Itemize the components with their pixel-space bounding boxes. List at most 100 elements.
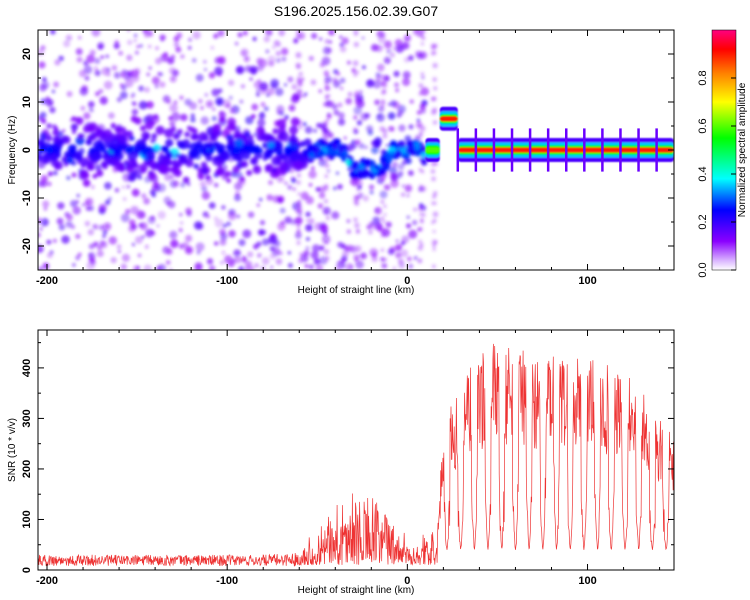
- heatmap-noise-blob: [242, 30, 248, 36]
- heatmap-noise-blob: [98, 88, 104, 94]
- heatmap-noise-blob: [431, 239, 438, 246]
- heatmap-band-blob: [54, 136, 60, 141]
- heatmap-noise-blob: [257, 118, 266, 127]
- heatmap-band-blob: [280, 169, 287, 176]
- heatmap-noise-blob: [372, 216, 381, 225]
- heatmap-band-blob: [219, 151, 230, 162]
- heatmap-track-blob: [379, 169, 385, 175]
- heatmap-noise-blob: [40, 98, 47, 105]
- heatmap-noise-blob: [178, 243, 185, 250]
- heatmap-band-blob: [52, 129, 59, 136]
- heatmap-band-blob: [70, 123, 79, 131]
- heatmap-band-blob: [227, 140, 232, 145]
- heatmap-noise-blob: [83, 112, 91, 120]
- heatmap-noise-blob: [192, 30, 201, 40]
- heatmap-noise-blob: [383, 212, 387, 217]
- heatmap-noise-blob: [87, 229, 95, 236]
- heatmap-noise-blob: [343, 136, 347, 140]
- heatmap-noise-blob: [106, 72, 111, 77]
- heatmap-noise-blob: [321, 56, 331, 66]
- heatmap-noise-blob: [92, 223, 99, 230]
- heatmap-noise-blob: [388, 166, 398, 175]
- heatmap-noise-blob: [108, 112, 115, 120]
- heatmap-noise-blob: [91, 30, 101, 37]
- heatmap-noise-blob: [408, 229, 418, 239]
- heatmap-noise-blob: [42, 77, 47, 82]
- heatmap-noise-blob: [310, 166, 315, 171]
- heatmap-noise-blob: [305, 211, 311, 217]
- heatmap-noise-blob: [325, 215, 331, 221]
- heatmap-noise-blob: [256, 203, 261, 207]
- heatmap-noise-blob: [419, 242, 424, 247]
- heatmap-noise-blob: [126, 39, 133, 46]
- heatmap-noise-blob: [195, 242, 205, 252]
- heatmap-noise-blob: [371, 146, 379, 155]
- heatmap-noise-blob: [377, 226, 384, 233]
- heatmap-noise-blob: [273, 40, 280, 47]
- heatmap-noise-blob: [339, 42, 344, 47]
- heatmap-segment: [439, 116, 458, 122]
- heatmap-noise-blob: [137, 253, 142, 258]
- heatmap-band-blob: [117, 162, 124, 169]
- heatmap-band-blob: [161, 157, 171, 167]
- snr-panel: -200 -100 0 100 0 100 200 300 400 Height of stra…: [7, 329, 675, 596]
- heatmap-band-blob: [129, 135, 135, 141]
- heatmap-noise-blob: [147, 44, 152, 49]
- colorbar-gradient: [711, 29, 737, 271]
- heatmap-noise-blob: [297, 257, 304, 264]
- heatmap-noise-blob: [392, 266, 397, 270]
- heatmap-noise-blob: [46, 239, 52, 245]
- heatmap-noise-blob: [379, 80, 385, 87]
- heatmap-noise-blob: [353, 198, 359, 205]
- heatmap-noise-blob: [401, 184, 405, 188]
- heatmap-noise-blob: [153, 113, 159, 119]
- heatmap-noise-blob: [266, 194, 273, 201]
- heatmap-band-blob: [71, 144, 77, 150]
- heatmap-noise-blob: [65, 34, 73, 42]
- heatmap-noise-blob: [98, 224, 105, 231]
- heatmap-band-blob: [87, 164, 93, 169]
- heatmap-noise-blob: [50, 30, 56, 35]
- heatmap-noise-blob: [221, 251, 226, 255]
- heatmap-noise-blob: [233, 249, 241, 257]
- x-tick-label: -200: [36, 275, 58, 287]
- heatmap-noise-blob: [194, 262, 203, 270]
- heatmap-noise-blob: [328, 30, 335, 36]
- heatmap-noise-blob: [374, 206, 382, 215]
- heatmap-band-blob: [263, 150, 272, 159]
- heatmap-noise-blob: [390, 179, 399, 188]
- heatmap-noise-blob: [398, 170, 404, 176]
- heatmap-noise-blob: [385, 221, 392, 228]
- heatmap-noise-blob: [159, 81, 166, 88]
- heatmap-noise-blob: [383, 264, 388, 269]
- heatmap-noise-blob: [376, 113, 385, 122]
- heatmap-noise-blob: [201, 191, 211, 200]
- heatmap-noise-blob: [420, 102, 426, 108]
- heatmap-noise-blob: [154, 180, 159, 186]
- heatmap-noise-blob: [75, 48, 83, 56]
- heatmap-track-blob: [347, 166, 352, 171]
- heatmap-noise-blob: [133, 168, 143, 178]
- heatmap-noise-blob: [284, 216, 292, 224]
- heatmap-noise-blob: [389, 52, 396, 58]
- heatmap-band-blob: [173, 169, 182, 177]
- heatmap-noise-blob: [146, 101, 154, 109]
- heatmap-noise-blob: [144, 86, 150, 93]
- heatmap-noise-blob: [302, 122, 307, 127]
- heatmap-noise-blob: [402, 71, 411, 79]
- heatmap-band-blob: [289, 125, 299, 135]
- heatmap-noise-blob: [261, 238, 270, 246]
- heatmap-noise-blob: [173, 35, 180, 42]
- heatmap-band-blob: [77, 160, 82, 165]
- heatmap-noise-blob: [411, 219, 418, 226]
- heatmap-noise-blob: [172, 69, 179, 77]
- heatmap-band-blob: [38, 154, 43, 162]
- heatmap-noise-blob: [304, 264, 309, 268]
- y-tick-label: -10: [21, 190, 33, 206]
- heatmap-noise-blob: [38, 232, 41, 238]
- heatmap-band-blob: [121, 127, 126, 132]
- heatmap-noise-blob: [353, 217, 358, 223]
- heatmap-noise-blob: [136, 266, 140, 270]
- heatmap-noise-blob: [157, 264, 167, 270]
